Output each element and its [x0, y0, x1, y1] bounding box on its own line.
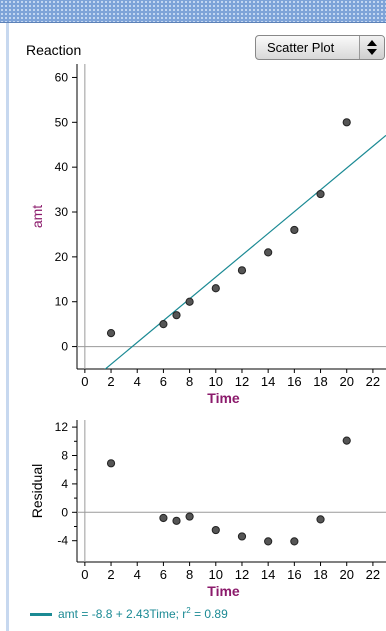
x-tick-label: 16 — [287, 374, 301, 389]
x-tick-label: 18 — [313, 567, 327, 582]
x-tick-label: 10 — [209, 567, 223, 582]
y-tick-label: 4 — [61, 477, 68, 491]
x-tick-label: 14 — [261, 567, 275, 582]
y-tick-label: 0 — [61, 340, 68, 354]
x-tick-label: 16 — [287, 567, 301, 582]
fit-line-legend-swatch — [30, 613, 52, 617]
up-down-arrows-icon[interactable] — [359, 36, 384, 59]
regression-equation: amt = -8.8 + 2.43Time; r2 = 0.89 — [30, 606, 228, 621]
y-tick-label: 30 — [55, 205, 69, 219]
data-point — [264, 248, 273, 257]
equation-exponent: 2 — [186, 606, 191, 615]
x-tick-label: 10 — [209, 374, 223, 389]
data-point — [172, 516, 181, 525]
x-tick-label: 20 — [339, 567, 353, 582]
y-tick-label: 8 — [61, 449, 68, 463]
y-tick-label: 20 — [55, 250, 69, 264]
y-tick-label: -4 — [57, 534, 68, 548]
dataset-title: Reaction — [26, 42, 82, 58]
data-point — [342, 118, 351, 127]
data-point — [106, 459, 116, 468]
data-point — [264, 537, 273, 546]
equation-body: = -8.8 + 2.43Time; r — [78, 607, 187, 621]
data-point — [211, 525, 220, 535]
data-point — [172, 311, 181, 320]
y-tick-label: 50 — [55, 115, 69, 129]
y-axis-title: Residual — [29, 464, 45, 518]
x-tick-label: 0 — [81, 567, 88, 582]
x-tick-label: 8 — [186, 567, 193, 582]
x-axis-title: Time — [207, 390, 240, 406]
plot-type-select[interactable]: Scatter Plot — [255, 35, 385, 60]
data-point — [316, 189, 325, 199]
data-point — [342, 436, 351, 445]
x-tick-label: 12 — [235, 374, 249, 389]
window-title-bar[interactable] — [0, 0, 386, 23]
regression-line — [104, 134, 386, 369]
y-axis-title: amt — [29, 205, 45, 228]
x-tick-label: 8 — [186, 374, 193, 389]
data-point — [211, 284, 220, 293]
data-point — [290, 537, 299, 546]
data-point — [159, 513, 168, 523]
x-axis-title: Time — [207, 583, 240, 599]
equation-tail: = 0.89 — [190, 607, 228, 621]
x-tick-label: 22 — [366, 567, 380, 582]
y-tick-label: 10 — [55, 295, 69, 309]
data-point — [159, 320, 168, 329]
data-point — [290, 225, 299, 235]
y-tick-label: 12 — [55, 420, 69, 434]
data-point — [237, 266, 247, 275]
plot-type-label: Scatter Plot — [267, 40, 335, 55]
x-tick-label: 6 — [160, 567, 167, 582]
data-point — [185, 297, 194, 306]
x-tick-label: 18 — [313, 374, 327, 389]
y-tick-label: 0 — [61, 505, 68, 519]
data-point — [185, 512, 194, 521]
x-tick-label: 6 — [160, 374, 167, 389]
x-tick-label: 12 — [235, 567, 249, 582]
window-frame — [6, 23, 386, 631]
equation-lhs: amt — [58, 607, 79, 621]
x-tick-label: 14 — [261, 374, 275, 389]
y-tick-label: 40 — [55, 160, 69, 174]
x-tick-label: 4 — [134, 374, 141, 389]
x-tick-label: 0 — [81, 374, 88, 389]
y-tick-label: 60 — [55, 70, 69, 84]
x-tick-label: 2 — [107, 567, 114, 582]
x-tick-label: 22 — [366, 374, 380, 389]
x-tick-label: 2 — [107, 374, 114, 389]
x-tick-label: 20 — [339, 374, 353, 389]
data-point — [106, 329, 116, 338]
x-tick-label: 4 — [134, 567, 141, 582]
data-point — [237, 532, 247, 541]
main-scatter-plot: 0 2 4 6 8 10 12 14 16 18 20 22 0 10 20 30 40 50 60 Time amt — [29, 64, 386, 406]
data-point — [316, 515, 325, 524]
